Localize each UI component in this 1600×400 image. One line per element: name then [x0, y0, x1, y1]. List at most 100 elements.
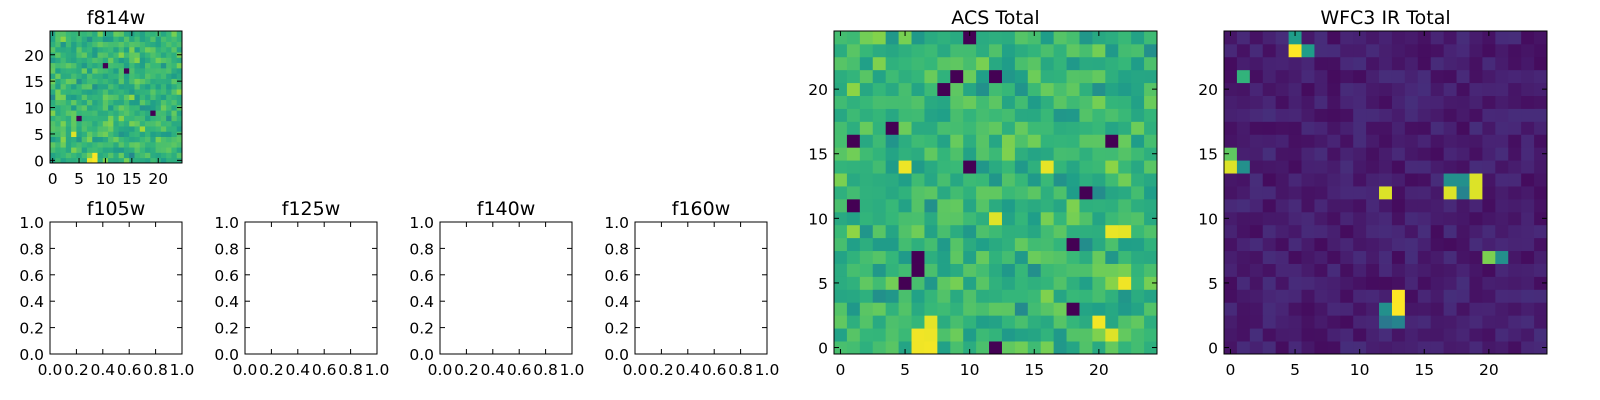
heatmap-cell	[898, 198, 912, 213]
heatmap-cell	[1366, 173, 1380, 187]
heatmap-cell	[1417, 224, 1432, 239]
heatmap-cell	[1092, 328, 1106, 342]
heatmap-cell	[134, 152, 141, 159]
heatmap-cell	[1379, 173, 1393, 187]
heatmap-cell	[1027, 328, 1042, 342]
heatmap-cell	[71, 141, 77, 148]
heatmap-cell	[81, 94, 88, 101]
heatmap-cell	[1443, 224, 1457, 239]
heatmap-cell	[1118, 121, 1132, 135]
heatmap-cell	[1288, 134, 1302, 148]
heatmap-cell	[1236, 198, 1251, 213]
heatmap-cell	[129, 152, 135, 159]
heatmap-cell	[950, 250, 964, 264]
heatmap-cell	[65, 83, 72, 90]
heatmap-cell	[1508, 121, 1522, 135]
axes-frame	[49, 30, 183, 164]
heatmap-cell	[1014, 211, 1029, 226]
heatmap-cell	[1040, 250, 1055, 264]
heatmap-cell	[1105, 108, 1119, 122]
heatmap-cell	[1430, 56, 1445, 71]
heatmap-cell	[81, 115, 88, 122]
heatmap-cell	[911, 328, 925, 342]
heatmap-cell	[924, 198, 938, 213]
heatmap-cell	[1482, 276, 1496, 290]
heatmap-cell	[1053, 160, 1067, 174]
heatmap-cell	[1404, 276, 1419, 290]
heatmap-cell	[1508, 160, 1522, 174]
heatmap-cell	[1521, 315, 1535, 329]
heatmap-cell	[1456, 237, 1470, 252]
heatmap-cell	[1027, 31, 1042, 45]
heatmap-cell	[1040, 341, 1055, 355]
heatmap-cell	[1118, 108, 1132, 122]
heatmap-cell	[1469, 263, 1483, 277]
heatmap-cell	[859, 276, 874, 290]
heatmap-cell	[885, 186, 899, 200]
heatmap-cell	[139, 141, 146, 148]
heatmap-cell	[1340, 289, 1354, 303]
heatmap-cell	[898, 276, 912, 290]
heatmap-cell	[113, 94, 120, 101]
heatmap-cell	[976, 237, 990, 252]
heatmap-cell	[102, 141, 109, 148]
heatmap-cell	[1027, 224, 1042, 239]
heatmap-cell	[65, 94, 72, 101]
heatmap-cell	[1275, 134, 1289, 148]
heatmap-cell	[113, 41, 120, 48]
heatmap-cell	[71, 157, 77, 164]
heatmap-cell	[150, 131, 156, 137]
heatmap-cell	[1275, 160, 1289, 174]
heatmap-cell	[102, 83, 109, 90]
heatmap-cell	[102, 52, 109, 58]
heatmap-cell	[1014, 276, 1029, 290]
x-tick-label: 0.6	[312, 361, 337, 379]
heatmap-cell	[1066, 82, 1080, 96]
heatmap-cell	[1053, 341, 1067, 355]
heatmap-cell	[1482, 237, 1496, 252]
y-tick-label: 20	[808, 81, 828, 99]
panel-title: f105w	[87, 198, 146, 220]
heatmap-cell	[1417, 237, 1432, 252]
heatmap-cell	[1456, 147, 1470, 161]
heatmap-cell	[834, 31, 848, 45]
heatmap-cell	[1079, 82, 1093, 96]
panel-acs-total	[833, 30, 1158, 355]
heatmap-cell	[1079, 95, 1093, 109]
heatmap-cell	[1224, 121, 1238, 135]
heatmap-cell	[81, 78, 88, 85]
heatmap-cell	[937, 341, 951, 355]
heatmap-cell	[160, 110, 167, 116]
heatmap-cell	[1301, 211, 1315, 226]
heatmap-cell	[911, 31, 925, 45]
heatmap-cell	[65, 157, 72, 164]
heatmap-cell	[1508, 186, 1522, 200]
heatmap-cell	[113, 67, 120, 74]
heatmap-cell	[71, 131, 77, 137]
heatmap-cell	[1404, 56, 1419, 71]
heatmap-cell	[950, 302, 964, 316]
heatmap-cell	[885, 341, 899, 355]
heatmap-cell	[1366, 224, 1380, 239]
heatmap-cell	[1508, 173, 1522, 187]
heatmap-cell	[1144, 250, 1158, 264]
heatmap-cell	[1079, 289, 1093, 303]
heatmap-cell	[76, 46, 83, 53]
heatmap-cell	[171, 36, 178, 42]
heatmap-cell	[1404, 198, 1419, 213]
heatmap-cell	[123, 78, 130, 85]
heatmap-cell	[71, 67, 77, 74]
heatmap-cell	[1249, 134, 1264, 148]
heatmap-cell	[150, 57, 156, 64]
heatmap-cell	[1353, 211, 1367, 226]
heatmap-cell	[1144, 160, 1158, 174]
heatmap-cell	[1224, 95, 1238, 109]
heatmap-cell	[155, 52, 162, 58]
heatmap-cell	[1275, 198, 1289, 213]
heatmap-cell	[129, 94, 135, 101]
heatmap-cell	[859, 341, 874, 355]
heatmap-cell	[1521, 95, 1535, 109]
heatmap-cell	[118, 110, 125, 116]
heatmap-cell	[60, 78, 67, 85]
heatmap-cell	[1262, 237, 1277, 252]
